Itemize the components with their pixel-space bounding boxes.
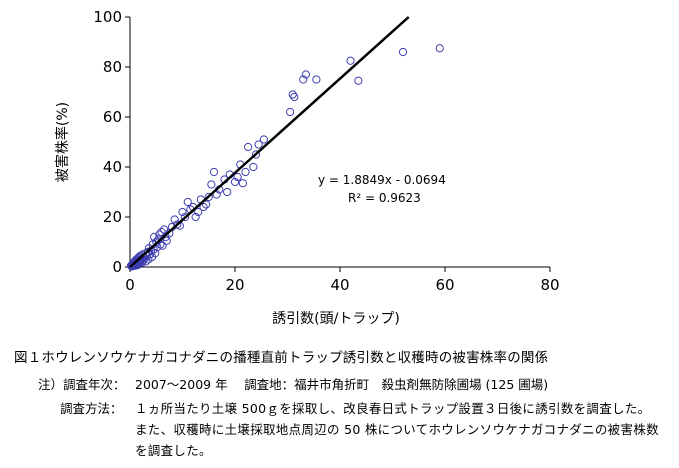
data-point xyxy=(354,76,363,85)
data-point xyxy=(312,75,321,84)
x-tick-label: 40 xyxy=(330,276,349,294)
data-point xyxy=(241,167,250,177)
data-point xyxy=(178,207,187,217)
data-points xyxy=(126,44,444,271)
data-point xyxy=(202,200,211,209)
r-squared-label: R² = 0.9623 xyxy=(348,191,421,205)
y-axis-title: 被害株率(%) xyxy=(54,102,71,182)
y-tick-label: 0 xyxy=(112,258,122,276)
data-point xyxy=(288,90,297,99)
data-point xyxy=(254,140,263,149)
data-point xyxy=(259,135,268,144)
data-point xyxy=(398,47,408,57)
plot-area: 0 20 40 60 80 0 20 40 60 80 100 xyxy=(93,8,559,294)
data-point xyxy=(204,192,213,202)
note-label-survey-year: 注）調査年次： xyxy=(38,377,126,392)
x-tick-label: 0 xyxy=(125,276,135,294)
data-point xyxy=(249,162,258,172)
x-axis-ticks: 0 20 40 60 80 xyxy=(125,267,560,294)
y-tick-label: 80 xyxy=(103,58,122,76)
data-point xyxy=(170,215,179,224)
x-axis-title: 誘引数(頭/トラップ) xyxy=(272,311,400,327)
data-point xyxy=(150,232,159,242)
data-point xyxy=(346,56,355,65)
data-point xyxy=(251,150,261,159)
data-point xyxy=(301,70,310,79)
y-axis-ticks: 0 20 40 60 80 100 xyxy=(93,8,130,276)
equation-label: y = 1.8849x - 0.0694 xyxy=(318,173,446,187)
data-point xyxy=(157,227,166,237)
note-text-method: １ヵ所当たり土壌 500ｇを採取し、改良春日式トラップ設置３日後に誘引数を調査し… xyxy=(135,401,659,458)
y-tick-label: 40 xyxy=(103,158,122,176)
y-tick-label: 60 xyxy=(103,108,122,126)
data-point xyxy=(209,167,219,177)
data-point xyxy=(286,107,295,117)
data-point xyxy=(238,179,247,188)
data-point xyxy=(199,202,208,212)
note-label-method: 調査方法： xyxy=(60,401,123,416)
data-point xyxy=(158,241,167,250)
trend-line xyxy=(129,16,410,268)
data-point xyxy=(290,92,299,102)
data-point xyxy=(207,180,216,189)
data-point xyxy=(191,212,200,222)
x-tick-label: 80 xyxy=(540,276,559,294)
data-point xyxy=(233,172,242,182)
figure-caption: 図１ホウレンソウケナガコナダニの播種直前トラップ誘引数と収穫時の被害株率の関係 xyxy=(14,350,549,366)
note-text-survey-year: 2007～2009 年 調査地：福井市角折町 殺虫剤無防除圃場 (125 圃場) xyxy=(135,377,549,392)
data-point xyxy=(152,237,161,247)
y-tick-label: 20 xyxy=(103,208,122,226)
data-point xyxy=(181,212,190,222)
data-point xyxy=(141,257,150,266)
data-point xyxy=(435,44,444,53)
scatter-chart: 0 20 40 60 80 0 20 40 60 80 100 y = 1.8849x - 0.0… xyxy=(54,8,560,327)
data-point xyxy=(194,207,203,217)
y-tick-label: 100 xyxy=(93,8,122,26)
x-tick-label: 60 xyxy=(435,276,454,294)
data-point xyxy=(230,177,240,187)
data-point xyxy=(244,142,253,152)
data-point xyxy=(183,197,192,207)
data-point xyxy=(162,236,171,245)
data-point xyxy=(223,187,232,197)
data-point xyxy=(299,75,308,84)
x-tick-label: 20 xyxy=(225,276,244,294)
